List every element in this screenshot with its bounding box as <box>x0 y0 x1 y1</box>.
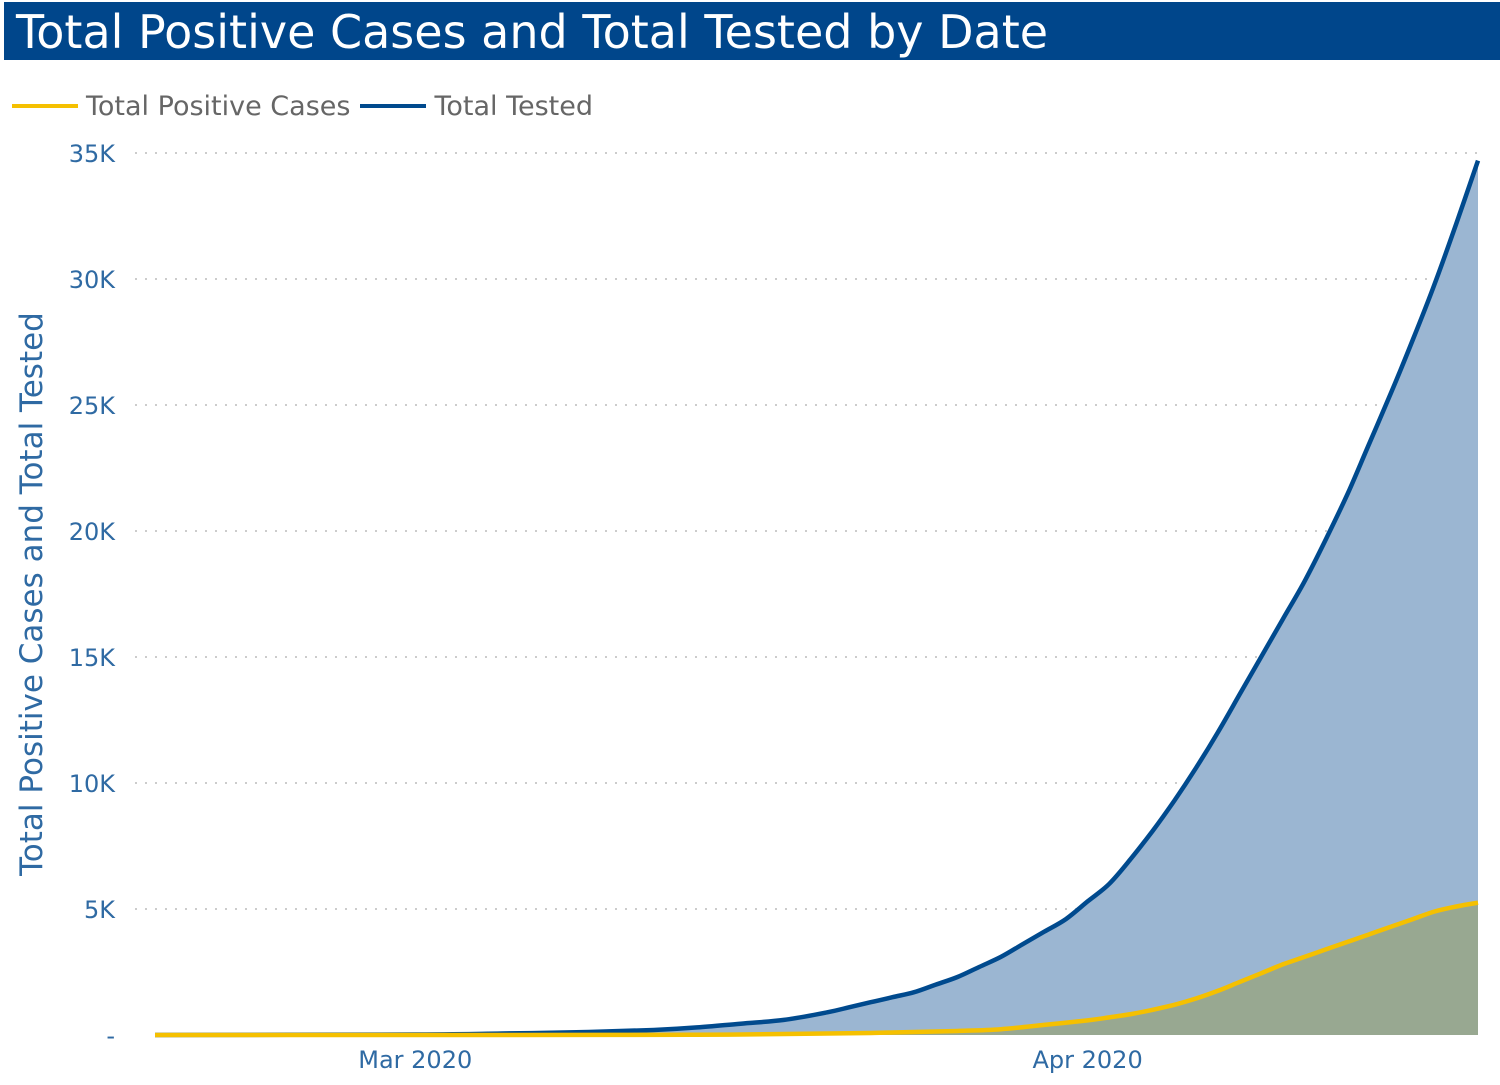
y-axis-label: Total Positive Cases and Total Tested <box>14 312 50 877</box>
y-tick-label: 10K <box>69 770 117 798</box>
chart-legend: Total Positive Cases Total Tested <box>12 88 603 124</box>
line-layer <box>154 159 1481 1038</box>
positive-area <box>155 902 1478 1035</box>
axis-layer: - 5K 10K 15K 20K 25K 30K 35K Mar 2020 Apr 2020 Tot… <box>14 140 1143 1074</box>
x-tick-label: Apr 2020 <box>1032 1046 1142 1074</box>
y-tick-label: - <box>106 1022 115 1050</box>
area-layer <box>155 160 1478 1036</box>
y-tick-label: 20K <box>69 518 117 546</box>
positive-line <box>155 900 1479 1038</box>
legend-item-tested[interactable]: Total Tested <box>360 91 593 122</box>
legend-item-positive[interactable]: Total Positive Cases <box>12 91 350 122</box>
grid-layer <box>135 152 1478 910</box>
legend-swatch-positive <box>12 104 78 108</box>
y-tick-label: 25K <box>69 392 117 420</box>
legend-swatch-tested <box>360 104 427 108</box>
chart-title: Total Positive Cases and Total Tested by… <box>16 5 1049 59</box>
tested-area <box>155 160 1478 1036</box>
tested-line <box>154 159 1481 1038</box>
legend-label-tested: Total Tested <box>434 90 594 122</box>
x-tick-label: Mar 2020 <box>358 1046 472 1074</box>
y-tick-label: 5K <box>84 896 116 924</box>
legend-label-positive: Total Positive Cases <box>86 90 351 122</box>
y-tick-label: 35K <box>69 140 117 168</box>
y-tick-label: 30K <box>69 266 117 294</box>
chart-title-bar: Total Positive Cases and Total Tested by… <box>4 2 1500 60</box>
y-tick-label: 15K <box>69 644 117 672</box>
